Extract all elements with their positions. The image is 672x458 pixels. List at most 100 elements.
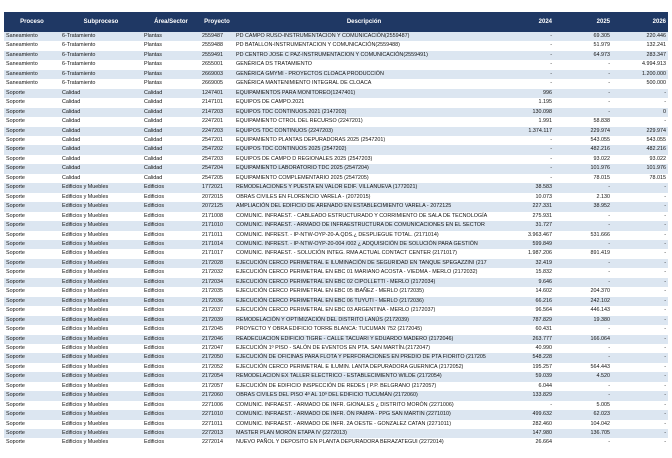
subprocess-cell: Edificios y Muebles — [60, 429, 142, 439]
project-cell: 2072125 — [200, 202, 234, 212]
process-cell: Soporte — [4, 343, 60, 354]
project-cell: 2172028 — [200, 258, 234, 269]
table-row: Soporte Edificios y Muebles Edificios 22710… — [4, 410, 668, 420]
header-cell: 2025 — [554, 12, 612, 32]
header-cell: Área/Sector — [142, 12, 200, 32]
description-cell: EJECUCIÓN CERCO PERIMETRAL EN EBC 05 IBA… — [234, 287, 494, 297]
year-value-cell: 482.216 — [554, 145, 612, 155]
process-cell: Soporte — [4, 268, 60, 278]
process-cell: Soporte — [4, 438, 60, 448]
area-cell: Edificios — [142, 239, 200, 250]
project-cell: 1247401 — [200, 88, 234, 99]
table-row: Soporte Edificios y Muebles Edificios 21710… — [4, 211, 668, 222]
description-cell: COMUNIC. INFRAEST. - ARMADO DE INFR. ÓN … — [234, 410, 494, 420]
table-row: Soporte Edificios y Muebles Edificios 20720… — [4, 192, 668, 203]
area-cell: Edificios — [142, 249, 200, 259]
year-value-cell: 78.015 — [554, 173, 612, 184]
year-value-cell: 220.446 — [612, 32, 668, 42]
table-row: Saneamiento 6-Tratamiento Plantas 2669003 GE… — [4, 69, 668, 80]
subprocess-cell: 6-Tratamiento — [60, 41, 142, 51]
year-value-cell: 9.646 — [494, 277, 554, 288]
project-cell: 2272014 — [200, 438, 234, 448]
description-cell: EJECUCIÓN 1º PISO - SALÓN DE EVENTOS EN … — [234, 343, 494, 354]
project-cell: 2171008 — [200, 211, 234, 222]
process-cell: Saneamiento — [4, 41, 60, 51]
year-value-cell: - — [554, 391, 612, 401]
year-value-cell: 93.022 — [554, 154, 612, 165]
project-cell: 2171010 — [200, 221, 234, 231]
year-value-cell: 531.666 — [554, 230, 612, 240]
project-cell: 2171014 — [200, 239, 234, 250]
subprocess-cell: Calidad — [60, 164, 142, 174]
area-cell: Edificios — [142, 353, 200, 363]
project-cell: 2072015 — [200, 192, 234, 203]
process-cell: Soporte — [4, 98, 60, 108]
year-value-cell: - — [494, 135, 554, 146]
subprocess-cell: 6-Tratamiento — [60, 50, 142, 61]
project-cell: 2547205 — [200, 173, 234, 184]
table-row: Soporte Calidad Calidad 2247203 EQUIPOS TDC … — [4, 126, 668, 136]
description-cell: EQUIPAMIENTO PLANTAS DEPURADORAS 2025 (2… — [234, 135, 494, 146]
year-value-cell: - — [612, 277, 668, 288]
process-cell: Saneamiento — [4, 50, 60, 61]
subprocess-cell: Edificios y Muebles — [60, 296, 142, 307]
table-row: Saneamiento 6-Tratamiento Plantas 2559487 PD… — [4, 32, 668, 42]
year-value-cell: 543.055 — [612, 135, 668, 146]
description-cell: GENÉRICA GMYMI - PROYECTOS CLOACA PRODUC… — [234, 69, 494, 80]
subprocess-cell: Calidad — [60, 88, 142, 99]
project-cell: 2171011 — [200, 230, 234, 240]
area-cell: Edificios — [142, 419, 200, 430]
subprocess-cell: Edificios y Muebles — [60, 381, 142, 392]
subprocess-cell: Edificios y Muebles — [60, 325, 142, 335]
year-value-cell: 1.991 — [494, 117, 554, 127]
description-cell: PD CAMPO RUSO-INSTRUMENTACION Y COMUNICA… — [234, 32, 494, 42]
subprocess-cell: Calidad — [60, 145, 142, 155]
process-cell: Saneamiento — [4, 60, 60, 70]
area-cell: Edificios — [142, 400, 200, 411]
area-cell: Calidad — [142, 164, 200, 174]
table-row: Soporte Edificios y Muebles Edificios 21720… — [4, 287, 668, 297]
description-cell: REMODELACIÓN Y OPTIMIZACIÓN DEL DISTRITO… — [234, 315, 494, 326]
year-value-cell: 59.039 — [494, 372, 554, 382]
year-value-cell: 499.632 — [494, 410, 554, 420]
project-cell: 2172039 — [200, 315, 234, 326]
project-cell: 2171017 — [200, 249, 234, 259]
year-value-cell: 166.064 — [554, 334, 612, 344]
area-cell: Edificios — [142, 391, 200, 401]
year-value-cell: - — [554, 60, 612, 70]
area-cell: Edificios — [142, 296, 200, 307]
process-cell: Soporte — [4, 353, 60, 363]
description-cell: EQUIPAMIENTO CTROL DEL RECURSO (2247201) — [234, 117, 494, 127]
area-cell: Edificios — [142, 306, 200, 316]
table-row: Soporte Edificios y Muebles Edificios 20721… — [4, 202, 668, 212]
year-value-cell: 3.963.467 — [494, 230, 554, 240]
year-value-cell: - — [612, 98, 668, 108]
process-cell: Soporte — [4, 296, 60, 307]
area-cell: Calidad — [142, 88, 200, 99]
subprocess-cell: Edificios y Muebles — [60, 258, 142, 269]
project-cell: 2147101 — [200, 98, 234, 108]
area-cell: Plantas — [142, 79, 200, 89]
year-value-cell: - — [612, 192, 668, 203]
process-cell: Soporte — [4, 277, 60, 288]
year-value-cell: - — [494, 79, 554, 89]
table-row: Soporte Edificios y Muebles Edificios 21720… — [4, 334, 668, 344]
project-cell: 2669003 — [200, 69, 234, 80]
process-cell: Soporte — [4, 239, 60, 250]
year-value-cell: - — [612, 334, 668, 344]
area-cell: Edificios — [142, 362, 200, 373]
table-row: Soporte Edificios y Muebles Edificios 21720… — [4, 258, 668, 269]
table-row: Soporte Edificios y Muebles Edificios 21720… — [4, 296, 668, 307]
area-cell: Edificios — [142, 438, 200, 448]
subprocess-cell: Edificios y Muebles — [60, 372, 142, 382]
description-cell: EJECUCIÓN CERCO PERIMETRAL E ILUMINACIÓN… — [234, 258, 494, 269]
year-value-cell: - — [554, 79, 612, 89]
subprocess-cell: Edificios y Muebles — [60, 391, 142, 401]
subprocess-cell: Edificios y Muebles — [60, 438, 142, 448]
year-value-cell: 4.994.913 — [612, 60, 668, 70]
area-cell: Calidad — [142, 126, 200, 136]
description-cell: MASTER PLAN MORÓN ETAPA IV (2272013) — [234, 429, 494, 439]
year-value-cell: 19.380 — [554, 315, 612, 326]
project-cell: 2172060 — [200, 391, 234, 401]
